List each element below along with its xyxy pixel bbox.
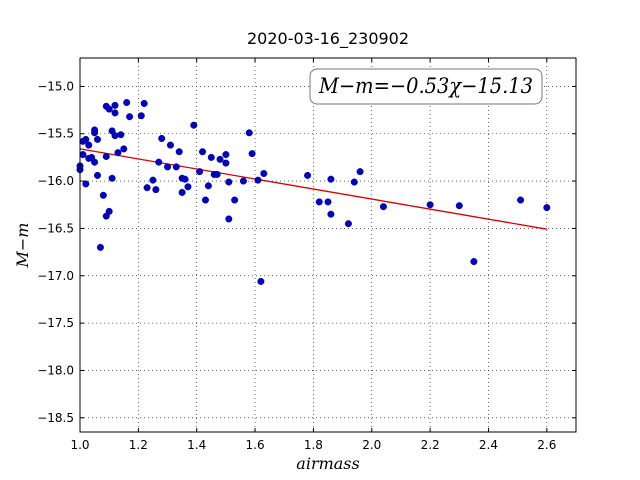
data-point xyxy=(426,201,434,209)
y-tick-label: −17.5 xyxy=(37,316,74,330)
data-point xyxy=(222,159,230,167)
data-point xyxy=(225,178,233,186)
chart-title: 2020-03-16_230902 xyxy=(247,29,409,49)
grid xyxy=(79,58,576,432)
data-point xyxy=(239,177,247,185)
data-point xyxy=(158,134,166,142)
data-point xyxy=(455,202,463,210)
x-tick-label: 1.6 xyxy=(246,438,265,452)
data-point xyxy=(315,198,323,206)
data-point xyxy=(231,196,239,204)
data-point xyxy=(126,113,134,121)
data-point xyxy=(94,171,102,179)
data-point xyxy=(99,191,107,199)
axis-ticks: 1.0 1.2 1.4 1.6 1.8 2.0 2.2 2.4 2.6 −15.0 −15.5 −16… xyxy=(37,58,576,452)
data-point xyxy=(201,196,209,204)
data-point xyxy=(175,148,183,156)
data-point xyxy=(149,176,157,184)
data-point xyxy=(350,178,358,186)
y-tick-label: −16.0 xyxy=(37,174,74,188)
data-points xyxy=(76,99,551,285)
data-point xyxy=(164,163,172,171)
data-point xyxy=(108,174,116,182)
fit-equation: M−m=−0.53χ−15.13 xyxy=(318,74,533,98)
x-tick-label: 2.6 xyxy=(537,438,556,452)
fit-annotation: M−m=−0.53χ−15.13 xyxy=(309,68,543,105)
y-tick-label: −16.5 xyxy=(37,221,74,235)
data-point xyxy=(140,99,148,107)
data-point xyxy=(172,163,180,171)
data-point xyxy=(181,175,189,183)
y-tick-label: −15.5 xyxy=(37,127,74,141)
data-point xyxy=(91,126,99,134)
data-point xyxy=(143,184,151,192)
x-tick-label: 1.4 xyxy=(187,438,206,452)
data-point xyxy=(190,121,198,129)
data-point xyxy=(94,135,102,143)
data-point xyxy=(91,158,99,166)
y-axis-label: M−m xyxy=(13,223,32,269)
data-point xyxy=(196,168,204,176)
x-tick-label: 2.2 xyxy=(421,438,440,452)
x-tick-label: 1.8 xyxy=(304,438,323,452)
data-point xyxy=(260,170,268,178)
data-point xyxy=(79,151,87,159)
data-point xyxy=(105,105,113,113)
data-point xyxy=(155,158,163,166)
data-point xyxy=(111,101,119,109)
x-tick-label: 2.0 xyxy=(362,438,381,452)
data-point xyxy=(111,109,119,117)
data-point xyxy=(123,99,131,107)
data-point xyxy=(117,131,125,139)
plot-frame xyxy=(79,57,577,433)
data-point xyxy=(96,243,104,251)
data-point xyxy=(82,135,90,143)
data-point xyxy=(379,203,387,211)
data-point xyxy=(257,277,265,285)
data-point xyxy=(248,150,256,158)
data-point xyxy=(213,170,221,178)
data-point xyxy=(245,129,253,137)
data-point xyxy=(225,215,233,223)
data-point xyxy=(327,175,335,183)
data-point xyxy=(137,112,145,120)
data-point xyxy=(470,258,478,266)
data-point xyxy=(327,210,335,218)
data-point xyxy=(85,141,93,149)
data-point xyxy=(184,183,192,191)
x-tick-label: 2.4 xyxy=(479,438,498,452)
data-point xyxy=(166,141,174,149)
data-point xyxy=(543,204,551,212)
y-tick-label: −18.0 xyxy=(37,363,74,377)
data-point xyxy=(344,220,352,228)
data-point xyxy=(324,198,332,206)
data-point xyxy=(120,145,128,153)
annotation-box xyxy=(309,68,543,105)
data-point xyxy=(114,149,122,157)
y-tick-label: −17.0 xyxy=(37,269,74,283)
y-tick-label: −15.0 xyxy=(37,79,74,93)
x-tick-label: 1.2 xyxy=(129,438,148,452)
data-point xyxy=(204,182,212,190)
data-point xyxy=(304,171,312,179)
data-point xyxy=(216,155,224,163)
data-point xyxy=(152,186,160,194)
x-axis-label: airmass xyxy=(296,454,359,473)
data-point xyxy=(222,151,230,159)
x-tick-label: 1.0 xyxy=(70,438,89,452)
data-point xyxy=(207,153,215,161)
data-point xyxy=(356,168,364,176)
data-point xyxy=(82,180,90,188)
data-point xyxy=(254,176,262,184)
y-tick-label: −18.5 xyxy=(37,411,74,425)
data-point xyxy=(102,152,110,160)
data-point xyxy=(105,207,113,215)
data-point xyxy=(178,188,186,196)
data-point xyxy=(517,196,525,204)
data-point xyxy=(199,148,207,156)
data-point xyxy=(111,132,119,140)
